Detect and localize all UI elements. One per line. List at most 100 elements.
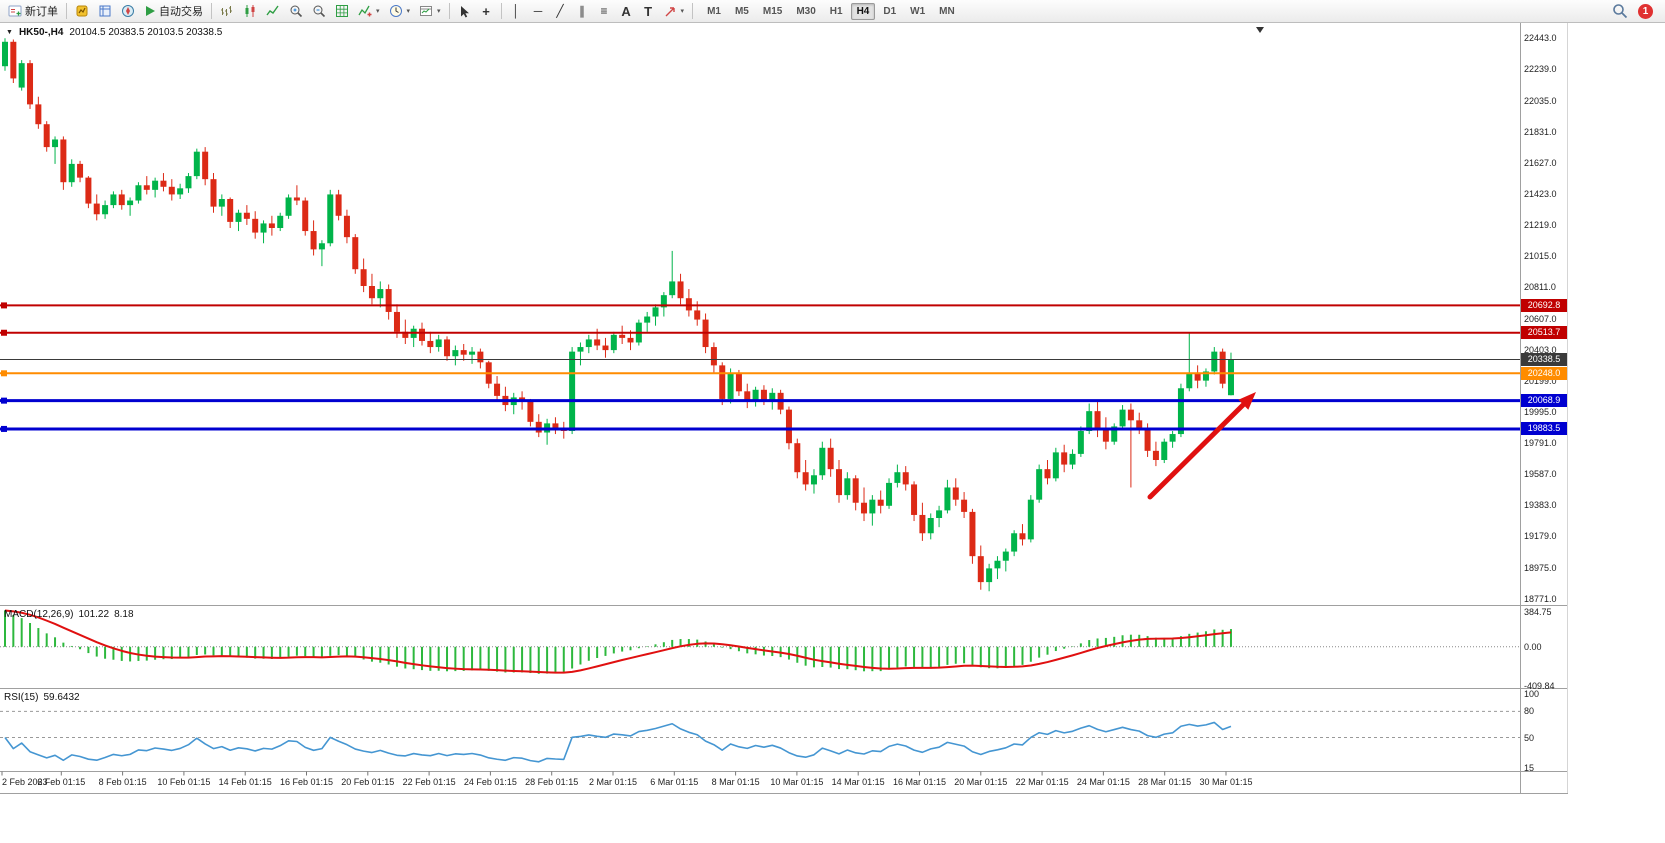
- vertical-line-button[interactable]: │: [506, 1, 527, 21]
- timeframe-button-h1[interactable]: H1: [824, 3, 849, 20]
- search-icon[interactable]: [1612, 3, 1628, 19]
- hline-handle[interactable]: [1, 302, 7, 309]
- toolbar-separator: [692, 3, 694, 19]
- candle: [185, 173, 192, 193]
- text-tool-button[interactable]: A: [616, 1, 637, 21]
- zoom-in-icon: [290, 5, 303, 18]
- candle: [268, 215, 275, 236]
- candle: [1044, 460, 1051, 485]
- timeframe-button-m15[interactable]: M15: [757, 3, 788, 20]
- candle: [1061, 444, 1068, 473]
- toolbar-right: 1: [1612, 3, 1661, 19]
- horizontal-line-button[interactable]: ─: [528, 1, 549, 21]
- candle: [327, 189, 334, 247]
- hline-handle[interactable]: [1, 329, 7, 336]
- notification-badge[interactable]: 1: [1638, 3, 1653, 19]
- candle: [143, 176, 150, 195]
- cursor-button[interactable]: [454, 1, 475, 21]
- main-chart-panel[interactable]: [0, 38, 1520, 592]
- candle: [652, 304, 659, 326]
- candle: [60, 136, 67, 190]
- candle: [719, 362, 726, 406]
- zoom-out-button[interactable]: [308, 1, 330, 21]
- toolbar: 新订单 自动交易: [0, 0, 1665, 23]
- timeframe-button-m30[interactable]: M30: [790, 3, 821, 20]
- data-window-button[interactable]: [94, 1, 116, 21]
- label-tool-button[interactable]: T: [638, 1, 659, 21]
- timeframe-button-mn[interactable]: MN: [933, 3, 961, 20]
- templates-button[interactable]: ▾: [415, 1, 445, 21]
- timeframe-button-w1[interactable]: W1: [904, 3, 931, 20]
- trendline-icon: ╱: [556, 4, 564, 18]
- periods-button[interactable]: ▾: [385, 1, 415, 21]
- trend-arrow-head[interactable]: [1238, 392, 1256, 410]
- line-chart-icon: [266, 5, 279, 16]
- candle: [744, 383, 751, 409]
- timeframe-button-m5[interactable]: M5: [729, 3, 755, 20]
- shapes-button[interactable]: ▾: [660, 1, 689, 21]
- indicators-button[interactable]: ▾: [354, 1, 384, 21]
- timeframe-button-m1[interactable]: M1: [701, 3, 727, 20]
- candle: [343, 209, 350, 244]
- macd-panel: [0, 609, 1520, 674]
- candle: [1202, 368, 1209, 387]
- candle: [18, 60, 25, 91]
- bar-chart-button[interactable]: [216, 1, 238, 21]
- candle: [210, 173, 217, 213]
- candle: [227, 197, 234, 228]
- candlestick-chart-icon: [245, 5, 255, 17]
- autotrading-play-icon: [146, 6, 155, 16]
- candle: [986, 563, 993, 592]
- toolbar-separator: [448, 3, 450, 19]
- candle: [577, 342, 584, 366]
- hline-handle[interactable]: [1, 370, 7, 377]
- candle: [1169, 431, 1176, 448]
- grid-button[interactable]: [331, 1, 353, 21]
- macd-name: MACD(12,26,9): [4, 609, 74, 620]
- hline-handle[interactable]: [1, 425, 7, 432]
- candle: [769, 388, 776, 410]
- candle: [168, 179, 175, 201]
- candlestick-chart-button[interactable]: [239, 1, 261, 21]
- navigator-button[interactable]: [117, 1, 139, 21]
- timeframe-group: M1 M5 M15 M30 H1 H4 D1 W1 MN: [701, 2, 961, 20]
- line-chart-button[interactable]: [262, 1, 284, 21]
- indicators-icon: [358, 5, 372, 17]
- candle: [260, 220, 267, 244]
- channel-button[interactable]: ∥: [572, 1, 593, 21]
- new-order-button[interactable]: 新订单: [4, 1, 62, 21]
- candle: [152, 177, 159, 198]
- candle: [252, 211, 259, 239]
- trend-arrow[interactable]: [1147, 402, 1246, 500]
- toolbar-separator: [66, 3, 67, 19]
- candle: [135, 182, 142, 204]
- autotrading-button[interactable]: 自动交易: [140, 1, 207, 21]
- hline-handle[interactable]: [1, 397, 7, 404]
- candle: [485, 360, 492, 389]
- fibonacci-button[interactable]: ≡: [594, 1, 615, 21]
- candle: [1027, 495, 1034, 543]
- candle: [310, 220, 317, 256]
- crosshair-button[interactable]: +: [476, 1, 497, 21]
- candle: [1211, 347, 1218, 375]
- timeframe-button-d1[interactable]: D1: [877, 3, 902, 20]
- candle: [819, 441, 826, 480]
- candle: [544, 418, 551, 445]
- candle: [293, 185, 300, 206]
- market-watch-button[interactable]: [71, 1, 93, 21]
- candle: [160, 173, 167, 192]
- candle: [602, 337, 609, 358]
- candle: [52, 136, 59, 164]
- zoom-in-button[interactable]: [285, 1, 307, 21]
- candle: [535, 414, 542, 438]
- symbol-dropdown-icon[interactable]: ▼: [6, 29, 13, 36]
- candle: [419, 322, 425, 346]
- timeframe-button-h4[interactable]: H4: [850, 2, 876, 20]
- trendline-button[interactable]: ╱: [550, 1, 571, 21]
- candle: [1036, 464, 1043, 503]
- macd-signal-line: [4, 609, 1232, 674]
- scroll-to-end-marker[interactable]: [1256, 27, 1264, 33]
- chevron-down-icon: ▾: [406, 8, 411, 15]
- rsi-label: RSI(15) 59.6432: [4, 692, 80, 703]
